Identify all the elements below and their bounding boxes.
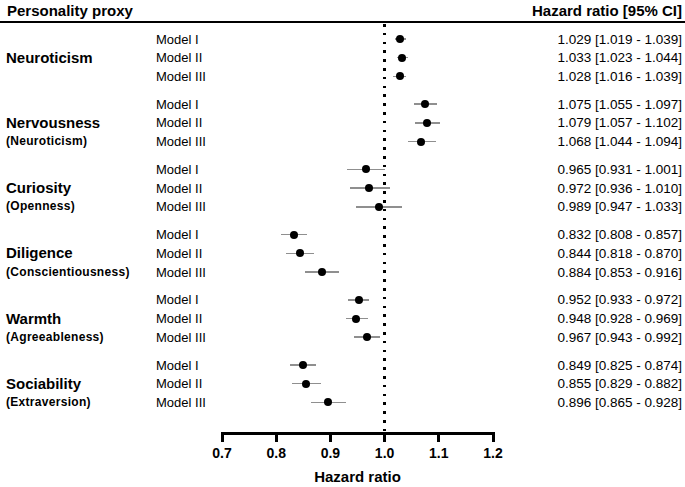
hr-value: 0.884 [0.853 - 0.916]: [557, 264, 682, 281]
estimate-point: [365, 184, 373, 192]
estimate-point: [375, 203, 383, 211]
estimate-point: [396, 72, 404, 80]
hr-value: 0.967 [0.943 - 0.992]: [557, 329, 682, 346]
forest-plot-figure: Personality proxy Hazard ratio [95% CI] …: [0, 0, 685, 487]
axis-tick: [329, 432, 332, 442]
reference-line-hr-1: [383, 24, 386, 432]
model-label: Model II: [156, 180, 202, 197]
model-label: Model I: [156, 226, 199, 243]
group-subtitle: (Extraversion): [6, 395, 91, 410]
group-subtitle: (Conscientiousness): [6, 265, 130, 280]
x-axis-line: [221, 432, 495, 435]
hr-value: 1.033 [1.023 - 1.044]: [557, 49, 682, 66]
estimate-point: [290, 231, 298, 239]
hr-value: 0.896 [0.865 - 0.928]: [557, 394, 682, 411]
model-label: Model I: [156, 291, 199, 308]
hr-value: 0.948 [0.928 - 0.969]: [557, 310, 682, 327]
estimate-point: [324, 398, 332, 406]
model-label: Model II: [156, 375, 202, 392]
hr-value: 0.849 [0.825 - 0.874]: [557, 357, 682, 374]
hr-value: 0.989 [0.947 - 1.033]: [557, 198, 682, 215]
model-label: Model I: [156, 31, 199, 48]
axis-tick-label: 0.8: [256, 445, 296, 461]
group-name: Warmth: [6, 310, 61, 328]
hr-value: 1.068 [1.044 - 1.094]: [557, 133, 682, 150]
estimate-point: [423, 119, 431, 127]
model-label: Model II: [156, 310, 202, 327]
axis-tick: [221, 432, 224, 442]
group-name: Diligence: [6, 244, 73, 262]
estimate-point: [296, 249, 304, 257]
model-label: Model I: [156, 357, 199, 374]
estimate-point: [352, 315, 360, 323]
axis-tick: [383, 432, 386, 442]
group-name: Nervousness: [6, 114, 100, 132]
axis-tick: [492, 432, 495, 442]
model-label: Model II: [156, 49, 202, 66]
hr-value: 1.079 [1.057 - 1.102]: [557, 114, 682, 131]
estimate-point: [299, 361, 307, 369]
axis-tick-label: 1.2: [473, 445, 513, 461]
estimate-point: [396, 35, 404, 43]
group-name: Curiosity: [6, 179, 71, 197]
model-label: Model III: [156, 133, 206, 150]
group-name: Neuroticism: [6, 49, 93, 67]
estimate-point: [417, 138, 425, 146]
estimate-point: [355, 296, 363, 304]
axis-tick-label: 0.7: [202, 445, 242, 461]
estimate-point: [302, 380, 310, 388]
model-label: Model II: [156, 114, 202, 131]
model-label: Model III: [156, 68, 206, 85]
model-label: Model III: [156, 198, 206, 215]
hr-value: 0.972 [0.936 - 1.010]: [557, 180, 682, 197]
axis-tick-label: 1.0: [365, 445, 405, 461]
x-axis-title: Hazard ratio: [288, 468, 428, 485]
hr-value: 0.832 [0.808 - 0.857]: [557, 226, 682, 243]
axis-tick: [437, 432, 440, 442]
hr-value: 1.028 [1.016 - 1.039]: [557, 68, 682, 85]
model-label: Model III: [156, 394, 206, 411]
estimate-point: [421, 100, 429, 108]
hr-value: 0.965 [0.931 - 1.001]: [557, 161, 682, 178]
model-label: Model I: [156, 96, 199, 113]
header-rule: [0, 21, 685, 23]
group-subtitle: (Openness): [6, 199, 75, 214]
column-header-hazard-ratio: Hazard ratio [95% CI]: [532, 2, 682, 20]
hr-value: 0.952 [0.933 - 0.972]: [557, 291, 682, 308]
estimate-point: [362, 165, 370, 173]
hr-value: 0.855 [0.829 - 0.882]: [557, 375, 682, 392]
hr-value: 0.844 [0.818 - 0.870]: [557, 245, 682, 262]
column-header-personality-proxy: Personality proxy: [7, 2, 133, 20]
axis-tick: [275, 432, 278, 442]
estimate-point: [398, 54, 406, 62]
axis-tick-label: 1.1: [419, 445, 459, 461]
axis-tick-label: 0.9: [310, 445, 350, 461]
model-label: Model III: [156, 264, 206, 281]
model-label: Model II: [156, 245, 202, 262]
hr-value: 1.075 [1.055 - 1.097]: [557, 96, 682, 113]
group-subtitle: (Neuroticism): [6, 134, 87, 149]
group-subtitle: (Agreeableness): [6, 330, 104, 345]
group-name: Sociability: [6, 375, 81, 393]
estimate-point: [318, 268, 326, 276]
model-label: Model I: [156, 161, 199, 178]
model-label: Model III: [156, 329, 206, 346]
hr-value: 1.029 [1.019 - 1.039]: [557, 31, 682, 48]
estimate-point: [363, 333, 371, 341]
